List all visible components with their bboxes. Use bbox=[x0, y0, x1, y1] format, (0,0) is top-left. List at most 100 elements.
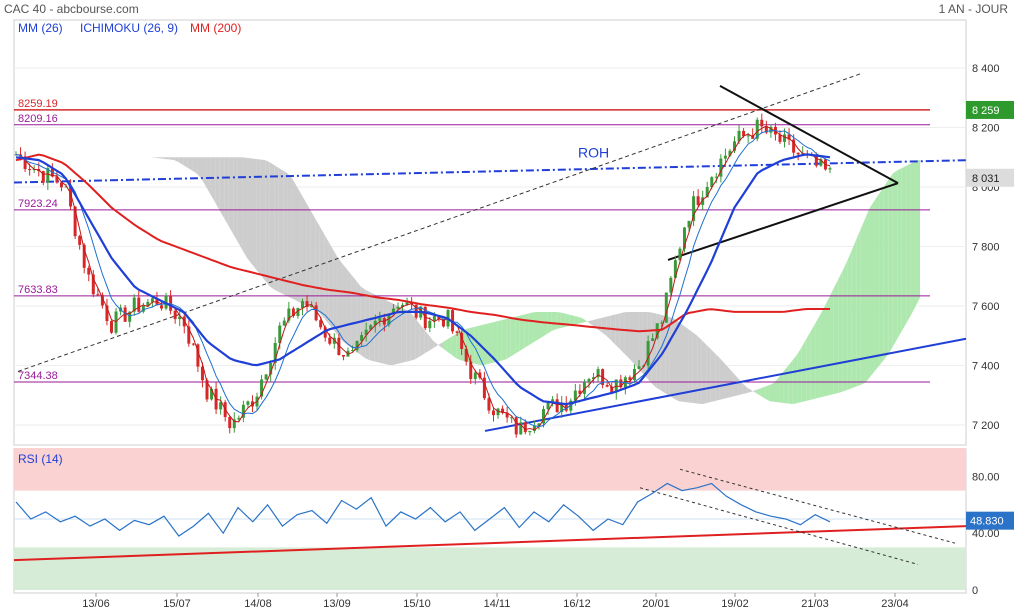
cloud-bear-segment bbox=[233, 157, 238, 243]
date-tick-label: 23/04 bbox=[881, 598, 909, 610]
cloud-bull-segment bbox=[519, 314, 525, 351]
cloud-bull-segment bbox=[574, 315, 579, 325]
cloud-bull-segment bbox=[492, 321, 498, 363]
candle-up bbox=[783, 134, 787, 142]
cloud-bear-segment bbox=[715, 353, 720, 401]
candle-down bbox=[523, 422, 527, 433]
cloud-bear-segment bbox=[296, 186, 302, 304]
cloud-bear-segment bbox=[251, 158, 257, 270]
candle-down bbox=[105, 305, 109, 322]
cloud-bull-segment bbox=[838, 270, 843, 393]
candle-down bbox=[610, 386, 614, 393]
candle-up bbox=[537, 423, 541, 427]
cloud-bear-segment bbox=[428, 335, 434, 351]
cloud-bear-segment bbox=[710, 349, 716, 403]
rsi-series bbox=[15, 482, 831, 537]
cloud-bull-segment bbox=[538, 311, 543, 340]
cloud-bull-segment bbox=[569, 314, 575, 326]
candle-down bbox=[760, 119, 764, 127]
cloud-bear-segment bbox=[274, 165, 279, 292]
candle-up bbox=[260, 379, 264, 397]
candle-up bbox=[573, 390, 577, 401]
candle-down bbox=[160, 305, 164, 309]
cloud-bear-segment bbox=[633, 311, 639, 369]
candle-up bbox=[287, 308, 291, 321]
price-panel: 8259.19 8209.16 7923.24 7633.83 7344.38 8 40… bbox=[13, 19, 1014, 446]
cloud-bull-segment bbox=[856, 228, 861, 387]
candle-up bbox=[542, 409, 546, 424]
cloud-bear-segment bbox=[260, 159, 266, 281]
candle-up bbox=[651, 338, 655, 342]
cloud-bull-segment bbox=[797, 346, 802, 404]
level-label: 7633.83 bbox=[18, 284, 58, 296]
candle-up bbox=[332, 337, 336, 344]
candle-up bbox=[687, 220, 691, 228]
candle-down bbox=[482, 377, 486, 399]
candle-up bbox=[401, 304, 405, 308]
price-panel-frame bbox=[13, 19, 967, 446]
mm26-line bbox=[15, 153, 831, 406]
chart-period: 1 AN - JOUR bbox=[939, 2, 1009, 16]
candle-down bbox=[491, 410, 495, 416]
cloud-bear-segment bbox=[628, 311, 634, 364]
candle-down bbox=[441, 319, 445, 327]
cloud-bear-segment bbox=[192, 157, 197, 174]
candle-down bbox=[228, 417, 232, 429]
candle-down bbox=[605, 385, 609, 387]
cloud-bull-segment bbox=[769, 382, 775, 402]
candle-up bbox=[296, 307, 300, 316]
rsi-support-trendline bbox=[13, 525, 967, 562]
candle-down bbox=[478, 372, 482, 378]
candle-down bbox=[501, 408, 505, 413]
candle-up bbox=[300, 301, 304, 308]
candle-up bbox=[692, 196, 696, 221]
candle-up bbox=[546, 401, 550, 410]
candle-down bbox=[469, 361, 473, 379]
cloud-bull-segment bbox=[533, 311, 539, 343]
date-tick-label: 15/07 bbox=[163, 598, 191, 610]
candle-up bbox=[587, 379, 591, 383]
candle-down bbox=[514, 417, 518, 435]
cloud-bull-segment bbox=[865, 207, 870, 383]
cloud-bear-segment bbox=[410, 312, 416, 361]
roh-neckline bbox=[13, 159, 967, 184]
candle-down bbox=[109, 321, 113, 333]
candle-up bbox=[755, 119, 759, 139]
cloud-bear-segment bbox=[597, 317, 602, 333]
candle-up bbox=[596, 369, 600, 378]
price-tick-label: 7 800 bbox=[972, 242, 1000, 254]
candle-up bbox=[237, 417, 241, 420]
cloud-bear-segment bbox=[683, 325, 689, 403]
cloud-bear-segment bbox=[374, 294, 379, 363]
candle-down bbox=[464, 348, 468, 362]
rsi-tick-label: 40.00 bbox=[972, 528, 1000, 540]
ichimoku-cloud bbox=[151, 157, 920, 405]
candle-up bbox=[528, 430, 532, 433]
cloud-bear-segment bbox=[174, 157, 179, 163]
cloud-bear-segment bbox=[733, 373, 739, 397]
cloud-bear-segment bbox=[642, 311, 648, 379]
rsi-tick-label: 0 bbox=[972, 585, 978, 597]
cloud-bear-segment bbox=[265, 160, 270, 287]
cloud-bull-segment bbox=[451, 333, 457, 359]
candle-down bbox=[82, 244, 86, 268]
roh-annotation: ROH bbox=[578, 144, 609, 160]
date-axis: 13/06 15/07 14/08 13/09 15/10 14/11 16/12 20/01… bbox=[82, 593, 909, 610]
cloud-bear-segment bbox=[224, 157, 229, 227]
candle-up bbox=[150, 298, 154, 302]
cloud-bear-segment bbox=[692, 332, 698, 404]
cloud-bear-segment bbox=[342, 263, 348, 345]
cloud-bear-segment bbox=[437, 342, 443, 349]
cloud-bear-segment bbox=[356, 280, 361, 355]
cloud-bear-segment bbox=[165, 157, 170, 160]
cloud-bull-segment bbox=[556, 311, 561, 330]
candle-down bbox=[787, 134, 791, 140]
candle-up bbox=[355, 341, 359, 351]
candle-down bbox=[505, 412, 509, 418]
cloud-bull-segment bbox=[888, 173, 893, 355]
candle-down bbox=[28, 169, 32, 171]
cloud-bear-segment bbox=[160, 157, 166, 159]
rsi-trendlines bbox=[13, 468, 967, 565]
candle-up bbox=[519, 422, 523, 435]
